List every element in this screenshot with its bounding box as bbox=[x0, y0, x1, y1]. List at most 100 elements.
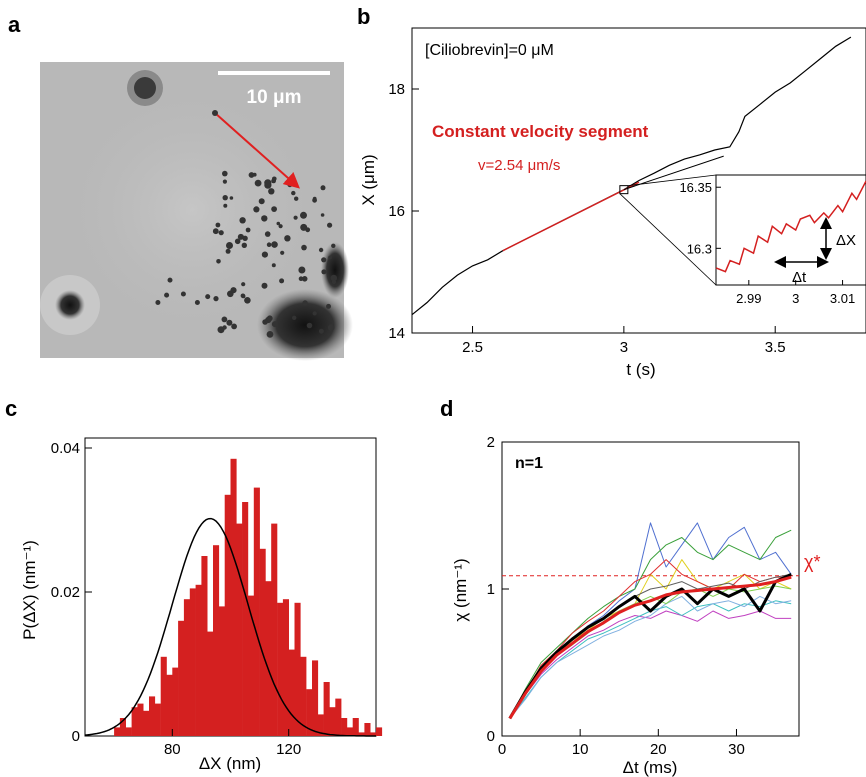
x-tick-label: 10 bbox=[572, 741, 589, 758]
histogram-bar bbox=[358, 732, 365, 736]
y-axis-label-b: X (μm) bbox=[359, 154, 378, 205]
bead bbox=[239, 217, 246, 224]
histogram-bar bbox=[312, 660, 319, 736]
panel-c: c 80 120 0 0.02 0.04 ΔX (nm) P(ΔX) (nm⁻¹) bbox=[5, 396, 383, 773]
chi-curve bbox=[509, 559, 792, 719]
bead bbox=[155, 300, 161, 305]
y-tick-label: 16 bbox=[388, 203, 405, 220]
histogram-bar bbox=[119, 718, 126, 736]
bead bbox=[222, 195, 228, 201]
bead bbox=[164, 292, 170, 298]
histogram-bar bbox=[125, 727, 132, 736]
histogram-bar bbox=[346, 727, 353, 736]
histogram-bar bbox=[178, 620, 185, 736]
bead bbox=[194, 300, 200, 305]
x-axis-label-d: Δt (ms) bbox=[623, 758, 678, 777]
bead bbox=[266, 331, 274, 338]
histogram-bars bbox=[114, 458, 383, 736]
bead bbox=[242, 235, 248, 241]
histogram-bar bbox=[341, 718, 348, 736]
histogram-bar bbox=[189, 588, 196, 736]
panel-label-a: a bbox=[8, 12, 21, 37]
histogram-bar bbox=[218, 606, 225, 736]
bead bbox=[216, 259, 221, 264]
axis-ticks-d: 0 10 20 30 0 1 2 bbox=[487, 434, 745, 758]
chi-curve bbox=[509, 610, 792, 719]
histogram-bar bbox=[329, 707, 336, 736]
x-tick-label: 120 bbox=[276, 741, 301, 758]
histogram-bar bbox=[183, 599, 190, 736]
plot-frame-b bbox=[411, 27, 866, 334]
histogram-bar bbox=[195, 584, 202, 736]
chi-star-label: χ* bbox=[804, 552, 820, 572]
histogram-bar bbox=[207, 631, 214, 736]
bead bbox=[278, 224, 283, 229]
chi-curves bbox=[508, 522, 792, 720]
bead bbox=[226, 319, 233, 326]
x-tick-label: 2.5 bbox=[462, 339, 483, 356]
delta-x-label: ΔX bbox=[836, 232, 856, 249]
axis-ticks-c: 80 120 0 0.02 0.04 bbox=[51, 440, 301, 758]
inset-frame bbox=[715, 174, 866, 286]
bead bbox=[301, 244, 307, 251]
bead bbox=[252, 172, 257, 177]
panel-b: b 2.5 3 3.5 14 16 18 t (s) X (μm) [Ciliobrevi… bbox=[357, 4, 866, 379]
y-tick-label: 0 bbox=[487, 728, 495, 745]
bead bbox=[292, 315, 297, 320]
chi-curve bbox=[509, 595, 792, 719]
x-axis-label-b: t (s) bbox=[626, 360, 655, 379]
chi-curve bbox=[508, 572, 792, 720]
bead bbox=[294, 196, 299, 201]
x-tick-label: 20 bbox=[650, 741, 667, 758]
bead bbox=[240, 293, 246, 299]
histogram-bar bbox=[213, 545, 220, 736]
histogram-bar bbox=[172, 667, 179, 736]
panel-d: d 0 10 20 30 0 1 2 n=1 χ* Δt (ms) χ (nm⁻¹) bbox=[440, 396, 820, 777]
inset-plot: 2.99 3 3.01 16.3 16.35 ΔX Δt bbox=[679, 174, 866, 306]
x-tick-label: 3.5 bbox=[765, 339, 786, 356]
histogram-bar bbox=[224, 494, 231, 736]
bead bbox=[261, 251, 268, 258]
bead bbox=[258, 198, 265, 205]
bead bbox=[271, 321, 278, 328]
panel-label-d: d bbox=[440, 396, 453, 421]
bead bbox=[268, 188, 275, 195]
bead bbox=[321, 269, 327, 275]
panel-label-c: c bbox=[5, 396, 17, 421]
bead bbox=[222, 325, 227, 330]
bead bbox=[261, 215, 268, 222]
histogram-bar bbox=[154, 703, 161, 736]
bead bbox=[328, 255, 332, 260]
bead bbox=[276, 221, 281, 226]
histogram-bar bbox=[277, 602, 284, 736]
axis-ticks-b: 2.5 3 3.5 14 16 18 bbox=[388, 81, 785, 356]
bead bbox=[253, 206, 260, 213]
y-tick-label: 0.04 bbox=[51, 440, 80, 457]
y-tick-label: 18 bbox=[388, 81, 405, 98]
histogram-bar bbox=[259, 548, 266, 736]
bead bbox=[279, 278, 285, 284]
trajectory-arrow bbox=[214, 112, 300, 189]
bead bbox=[221, 316, 228, 323]
position-trace bbox=[411, 36, 852, 316]
x-tick-label: 0 bbox=[498, 741, 506, 758]
histogram-bar bbox=[294, 602, 301, 736]
chi-curve bbox=[509, 559, 792, 719]
bead bbox=[321, 257, 327, 263]
bead bbox=[331, 279, 336, 285]
histogram-bar bbox=[300, 656, 307, 736]
bead bbox=[287, 182, 293, 188]
histogram-bar bbox=[317, 714, 324, 736]
constant-velocity-segment bbox=[502, 181, 640, 252]
x-axis-label-c: ΔX (nm) bbox=[199, 754, 261, 773]
inset-x-tick-label: 3 bbox=[792, 291, 799, 306]
velocity-annotation: v=2.54 μm/s bbox=[478, 157, 560, 174]
bead bbox=[318, 247, 324, 253]
bead bbox=[225, 248, 231, 254]
y-tick-label: 0.02 bbox=[51, 584, 80, 601]
bead bbox=[222, 179, 227, 184]
bead bbox=[213, 296, 219, 302]
y-tick-label: 0 bbox=[72, 728, 80, 745]
histogram-bar bbox=[323, 682, 330, 736]
histogram-bar bbox=[364, 723, 371, 736]
